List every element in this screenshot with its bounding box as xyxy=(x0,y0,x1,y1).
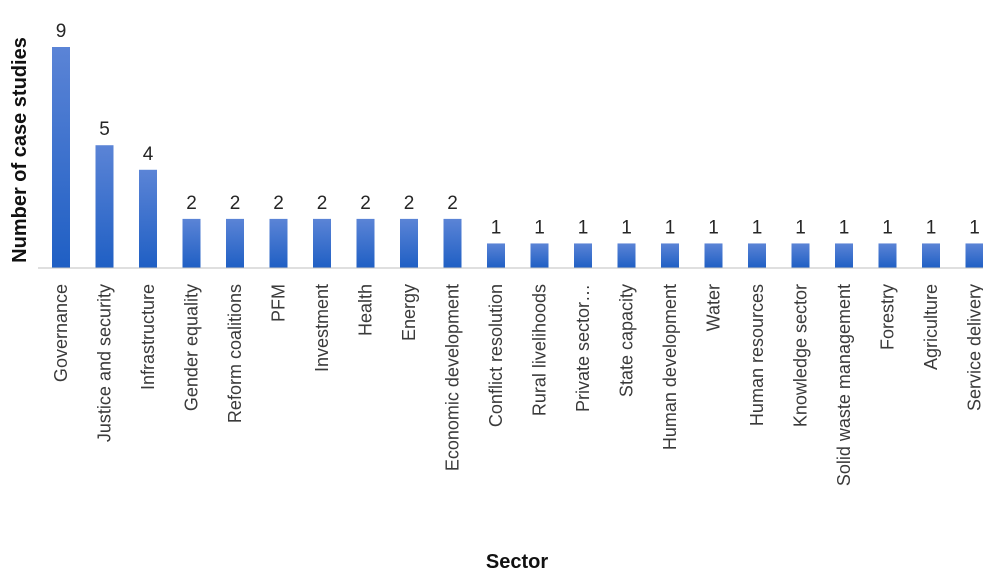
bar xyxy=(356,218,375,268)
bar xyxy=(704,243,723,268)
data-label: 2 xyxy=(404,193,415,214)
x-tick-label: Conflict resolution xyxy=(486,284,506,427)
bar xyxy=(878,243,897,268)
x-tick-label: Human resources xyxy=(747,284,767,426)
data-label: 1 xyxy=(926,217,937,238)
data-label: 2 xyxy=(447,193,458,214)
x-tick-label: Health xyxy=(356,284,376,336)
x-tick-label: Infrastructure xyxy=(138,284,158,390)
data-label: 2 xyxy=(230,193,241,214)
bar xyxy=(52,47,70,268)
bar xyxy=(139,169,157,268)
data-label: 2 xyxy=(317,193,328,214)
data-label: 4 xyxy=(143,144,154,165)
bar xyxy=(661,243,679,268)
bar xyxy=(922,243,940,268)
data-label: 1 xyxy=(491,217,502,238)
bar xyxy=(443,218,462,268)
data-label: 5 xyxy=(99,119,110,140)
data-label: 2 xyxy=(273,193,284,214)
x-tick-label: Private sector… xyxy=(573,284,593,412)
x-tick-label: Rural livelihoods xyxy=(530,284,550,416)
data-label: 1 xyxy=(665,217,676,238)
data-label: 1 xyxy=(708,217,719,238)
x-tick-label: Human development xyxy=(660,284,680,450)
bar xyxy=(487,243,505,268)
bar xyxy=(748,243,766,268)
data-label: 1 xyxy=(969,217,980,238)
x-axis-title: Sector xyxy=(486,551,548,573)
bar xyxy=(95,145,114,268)
data-label: 1 xyxy=(882,217,893,238)
x-tick-label: Justice and security xyxy=(95,284,115,442)
x-tick-label: Investment xyxy=(312,284,332,372)
data-label: 1 xyxy=(752,217,763,238)
bar xyxy=(835,243,853,268)
data-label: 9 xyxy=(56,21,67,42)
y-axis-title: Number of case studies xyxy=(9,37,31,263)
bar xyxy=(269,218,288,268)
x-tick-label: Energy xyxy=(399,284,419,341)
bar xyxy=(530,243,549,268)
x-tick-label: State capacity xyxy=(617,284,637,397)
data-label: 1 xyxy=(839,217,850,238)
bar xyxy=(791,243,810,268)
x-tick-label: Solid waste management xyxy=(834,284,854,486)
x-tick-label: Knowledge sector xyxy=(791,284,811,427)
x-tick-label: Governance xyxy=(51,284,71,382)
data-label: 2 xyxy=(360,193,371,214)
x-tick-label: PFM xyxy=(269,284,289,322)
data-label: 1 xyxy=(578,217,589,238)
x-tick-label: Service delivery xyxy=(965,284,983,411)
bar xyxy=(574,243,592,268)
x-tick-label: Agriculture xyxy=(921,284,941,370)
data-label: 1 xyxy=(795,217,806,238)
bar xyxy=(965,243,983,268)
data-label: 1 xyxy=(534,217,545,238)
bar xyxy=(617,243,636,268)
bars-layer xyxy=(52,47,983,268)
labels-layer: 9 Governance 5 Justice and security 4 Infrast… xyxy=(51,21,983,486)
bar xyxy=(313,218,331,268)
data-label: 2 xyxy=(186,193,197,214)
bar xyxy=(226,218,244,268)
x-tick-label: Gender equality xyxy=(182,284,202,411)
x-tick-label: Forestry xyxy=(878,284,898,350)
bar xyxy=(182,218,201,268)
data-label: 1 xyxy=(621,217,632,238)
x-tick-label: Water xyxy=(704,284,724,331)
bar xyxy=(400,218,418,268)
x-tick-label: Economic development xyxy=(443,284,463,471)
x-tick-label: Reform coalitions xyxy=(225,284,245,423)
